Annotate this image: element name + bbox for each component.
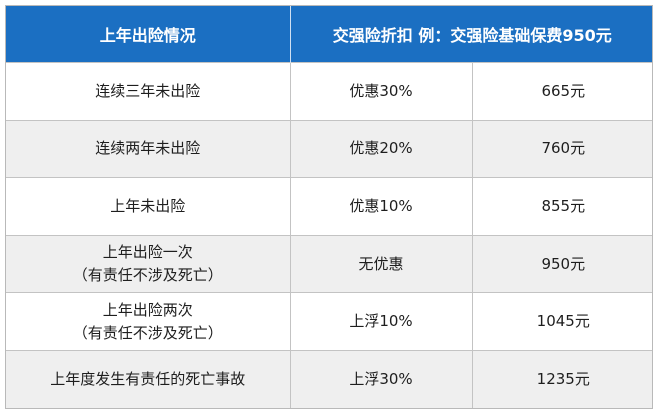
situation-cell: 连续三年未出险 <box>6 62 291 121</box>
insurance-rate-table: 上年出险情况 交强险折扣 例：交强险基础保费950元 连续三年未出险 优惠30%… <box>6 6 652 408</box>
situation-cell: 上年出险两次 （有责任不涉及死亡） <box>6 292 291 351</box>
situation-note: （有责任不涉及死亡） <box>72 323 223 342</box>
discount-cell: 优惠20% <box>290 119 473 178</box>
insurance-rate-table-frame: 上年出险情况 交强险折扣 例：交强险基础保费950元 连续三年未出险 优惠30%… <box>5 5 653 409</box>
premium-cell: 1045元 <box>472 292 652 351</box>
table-row: 上年度发生有责任的死亡事故 上浮30% 1235元 <box>6 349 652 408</box>
discount-cell: 上浮30% <box>290 349 473 408</box>
premium-cell: 1235元 <box>472 349 652 408</box>
premium-cell: 665元 <box>472 62 652 121</box>
situation-text: 连续两年未出险 <box>95 139 201 158</box>
header-discount: 交强险折扣 例：交强险基础保费950元 <box>290 6 652 63</box>
situation-cell: 上年出险一次 （有责任不涉及死亡） <box>6 234 291 293</box>
table-row: 上年未出险 优惠10% 855元 <box>6 177 652 236</box>
premium-cell: 950元 <box>472 234 652 293</box>
situation-cell: 上年度发生有责任的死亡事故 <box>6 349 291 408</box>
situation-text: 上年出险两次 <box>102 300 193 319</box>
table-row: 上年出险两次 （有责任不涉及死亡） 上浮10% 1045元 <box>6 292 652 351</box>
discount-cell: 上浮10% <box>290 292 473 351</box>
premium-cell: 760元 <box>472 119 652 178</box>
discount-cell: 优惠30% <box>290 62 473 121</box>
situation-text: 上年度发生有责任的死亡事故 <box>50 369 246 388</box>
premium-cell: 855元 <box>472 177 652 236</box>
situation-note: （有责任不涉及死亡） <box>72 266 223 285</box>
situation-cell: 连续两年未出险 <box>6 119 291 178</box>
situation-text: 上年未出险 <box>110 196 186 215</box>
table-row: 连续三年未出险 优惠30% 665元 <box>6 62 652 121</box>
table-row: 上年出险一次 （有责任不涉及死亡） 无优惠 950元 <box>6 234 652 293</box>
discount-cell: 优惠10% <box>290 177 473 236</box>
situation-cell: 上年未出险 <box>6 177 291 236</box>
table-row: 连续两年未出险 优惠20% 760元 <box>6 119 652 178</box>
header-situation: 上年出险情况 <box>6 6 291 63</box>
situation-text: 连续三年未出险 <box>95 81 201 100</box>
discount-cell: 无优惠 <box>290 234 473 293</box>
situation-text: 上年出险一次 <box>102 243 193 262</box>
table-header-row: 上年出险情况 交强险折扣 例：交强险基础保费950元 <box>6 6 652 63</box>
